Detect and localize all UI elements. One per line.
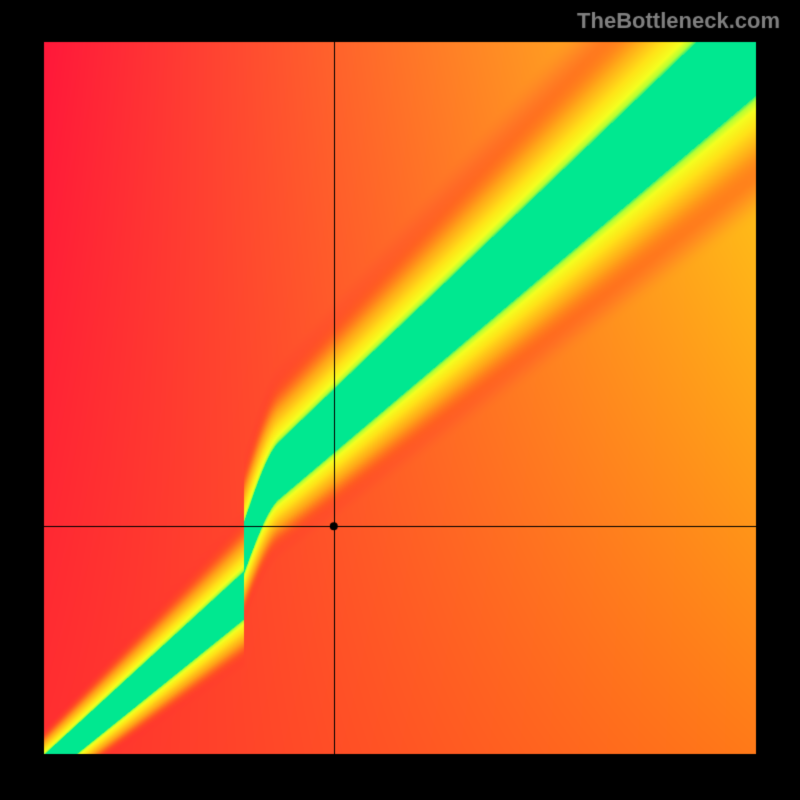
bottleneck-heatmap-canvas (0, 0, 800, 800)
bottleneck-heatmap-container (0, 0, 800, 800)
